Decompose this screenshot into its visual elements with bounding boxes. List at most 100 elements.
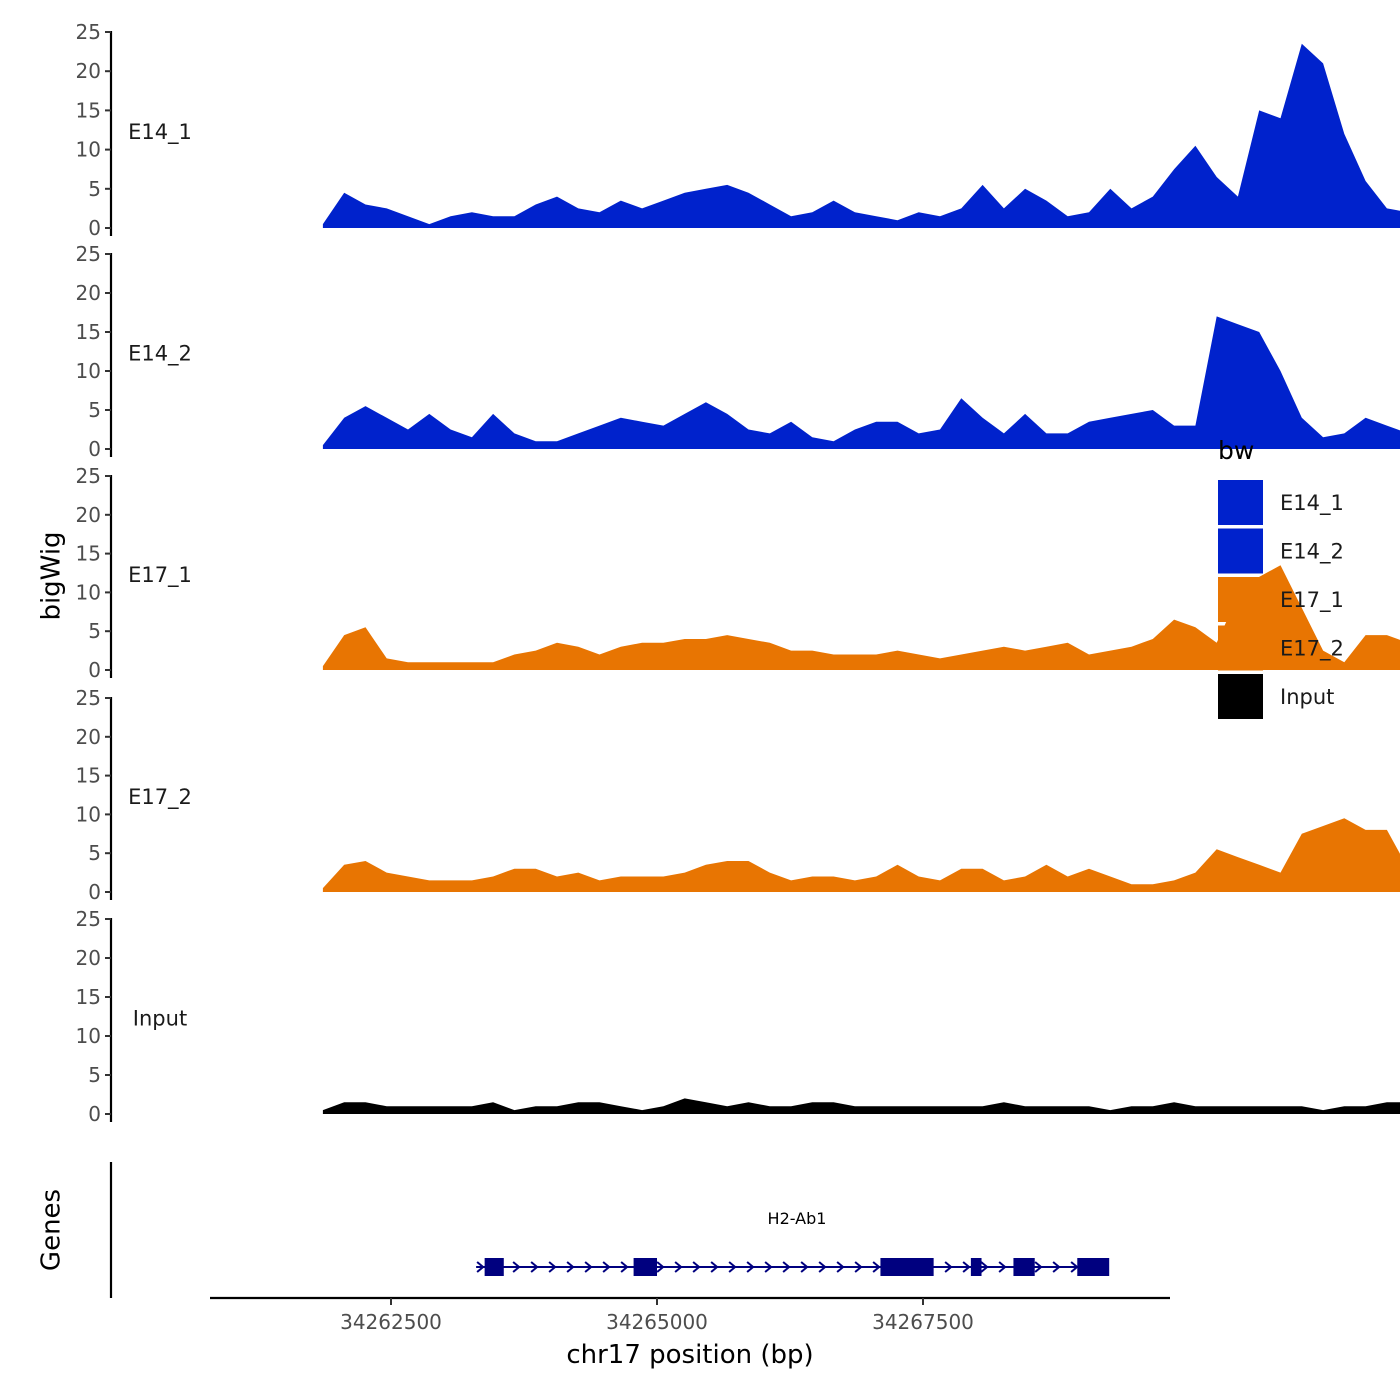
gene-exon (1077, 1258, 1110, 1276)
y-tick-label: 20 (76, 281, 101, 305)
strand-arrow (1052, 1261, 1061, 1273)
legend: bw E14_1 E14_2 E17_1 E17_2 Input (1218, 436, 1344, 719)
legend-label: E14_2 (1280, 540, 1344, 565)
y-tick-label: 15 (76, 320, 101, 344)
strand-arrow (782, 1261, 791, 1273)
gene-exon (1013, 1258, 1035, 1276)
y-tick-label: 25 (76, 20, 101, 44)
gene-exon (970, 1258, 982, 1276)
coverage-area-input (322, 1098, 1400, 1114)
y-tick-label: 25 (76, 686, 101, 710)
y-tick-label: 15 (76, 764, 101, 788)
y-tick-label: 5 (88, 177, 101, 201)
y-tick-label: 10 (76, 138, 101, 162)
strand-arrow (872, 1261, 881, 1273)
strand-arrow (854, 1261, 863, 1273)
gene-exon (484, 1258, 504, 1276)
strand-arrow (1034, 1261, 1043, 1273)
strand-arrow (656, 1261, 665, 1273)
x-tick-label: 34265000 (606, 1310, 708, 1334)
strand-arrow (530, 1261, 539, 1273)
y-tick-label: 20 (76, 725, 101, 749)
strand-arrow (962, 1261, 971, 1273)
legend-label: E17_1 (1280, 588, 1344, 613)
y-tick-label: 25 (76, 464, 101, 488)
strand-arrow (1070, 1261, 1079, 1273)
track-label: E14_2 (128, 342, 192, 367)
strand-arrow (980, 1261, 989, 1273)
y-tick-label: 20 (76, 946, 101, 970)
strand-arrow (566, 1261, 575, 1273)
gene-exon (880, 1258, 934, 1276)
strand-arrow (764, 1261, 773, 1273)
y-tick-label: 15 (76, 542, 101, 566)
strand-arrow (728, 1261, 737, 1273)
y-tick-label: 0 (88, 658, 101, 682)
gene-exon (633, 1258, 657, 1276)
y-tick-label: 10 (76, 580, 101, 604)
y-tick-label: 25 (76, 242, 101, 266)
track-label: E17_1 (128, 563, 192, 588)
strand-arrow (512, 1261, 521, 1273)
legend-label: Input (1280, 685, 1334, 709)
y-tick-label: 10 (76, 359, 101, 383)
track-label: E17_2 (128, 785, 192, 810)
y-tick-label: 0 (88, 880, 101, 904)
gene-panel: Genes H2-Ab1 (37, 1162, 1110, 1298)
gene-label: H2-Ab1 (768, 1209, 827, 1228)
coverage-area-e17-2 (322, 818, 1400, 892)
strand-arrow (692, 1261, 701, 1273)
coverage-tracks: 0 5 10 15 20 25 E14_1 0 5 10 15 20 25 E14_2 0 5 10 15 20 25… (76, 20, 1400, 1126)
track-e14-2: 0 5 10 15 20 25 E14_2 (76, 242, 1400, 461)
strand-arrow (548, 1261, 557, 1273)
strand-arrow (818, 1261, 827, 1273)
strand-arrow (620, 1261, 629, 1273)
legend-swatch (1218, 528, 1263, 574)
y-tick-label: 0 (88, 437, 101, 461)
strand-arrow (746, 1261, 755, 1273)
strand-arrow (836, 1261, 845, 1273)
legend-label: E17_2 (1280, 637, 1344, 662)
y-tick-label: 5 (88, 398, 101, 422)
coverage-area-e17-1 (322, 565, 1400, 670)
y-tick-label: 5 (88, 841, 101, 865)
y-tick-label: 0 (88, 216, 101, 240)
y-tick-label: 15 (76, 985, 101, 1009)
track-e17-2: 0 5 10 15 20 25 E17_2 (76, 686, 1400, 904)
coverage-area-e14-1 (322, 43, 1400, 228)
legend-swatch (1218, 625, 1263, 671)
y-tick-label: 25 (76, 907, 101, 931)
strand-arrow (584, 1261, 593, 1273)
y-tick-label: 20 (76, 503, 101, 527)
y-tick-label: 0 (88, 1102, 101, 1126)
y-tick-label: 5 (88, 619, 101, 643)
legend-swatch (1218, 674, 1263, 719)
strand-arrow (674, 1261, 683, 1273)
strand-arrow (998, 1261, 1007, 1273)
legend-label: E14_1 (1280, 491, 1344, 516)
legend-swatch (1218, 480, 1263, 525)
gene-model (476, 1258, 1110, 1276)
strand-arrow (602, 1261, 611, 1273)
strand-arrow (800, 1261, 809, 1273)
track-e14-1: 0 5 10 15 20 25 E14_1 (76, 20, 1400, 240)
track-e17-1: 0 5 10 15 20 25 E17_1 (76, 464, 1400, 682)
strand-arrow (476, 1261, 485, 1273)
y-axis-title: bigWig (37, 531, 67, 620)
x-tick-label: 34262500 (340, 1310, 442, 1334)
y-tick-label: 20 (76, 59, 101, 83)
gene-panel-title: Genes (37, 1189, 67, 1271)
legend-swatch (1218, 577, 1263, 622)
track-label: Input (133, 1007, 187, 1031)
y-tick-label: 10 (76, 1024, 101, 1048)
y-tick-label: 10 (76, 802, 101, 826)
legend-title: bw (1218, 436, 1254, 465)
coverage-area-e14-2 (322, 316, 1400, 449)
y-tick-label: 15 (76, 98, 101, 122)
track-input: 0 5 10 15 20 25 Input (76, 907, 1400, 1126)
y-tick-label: 5 (88, 1063, 101, 1087)
x-axis-title: chr17 position (bp) (566, 1340, 813, 1370)
strand-arrow (944, 1261, 953, 1273)
x-axis: 34262500 34265000 34267500 chr17 position … (210, 1296, 1170, 1370)
